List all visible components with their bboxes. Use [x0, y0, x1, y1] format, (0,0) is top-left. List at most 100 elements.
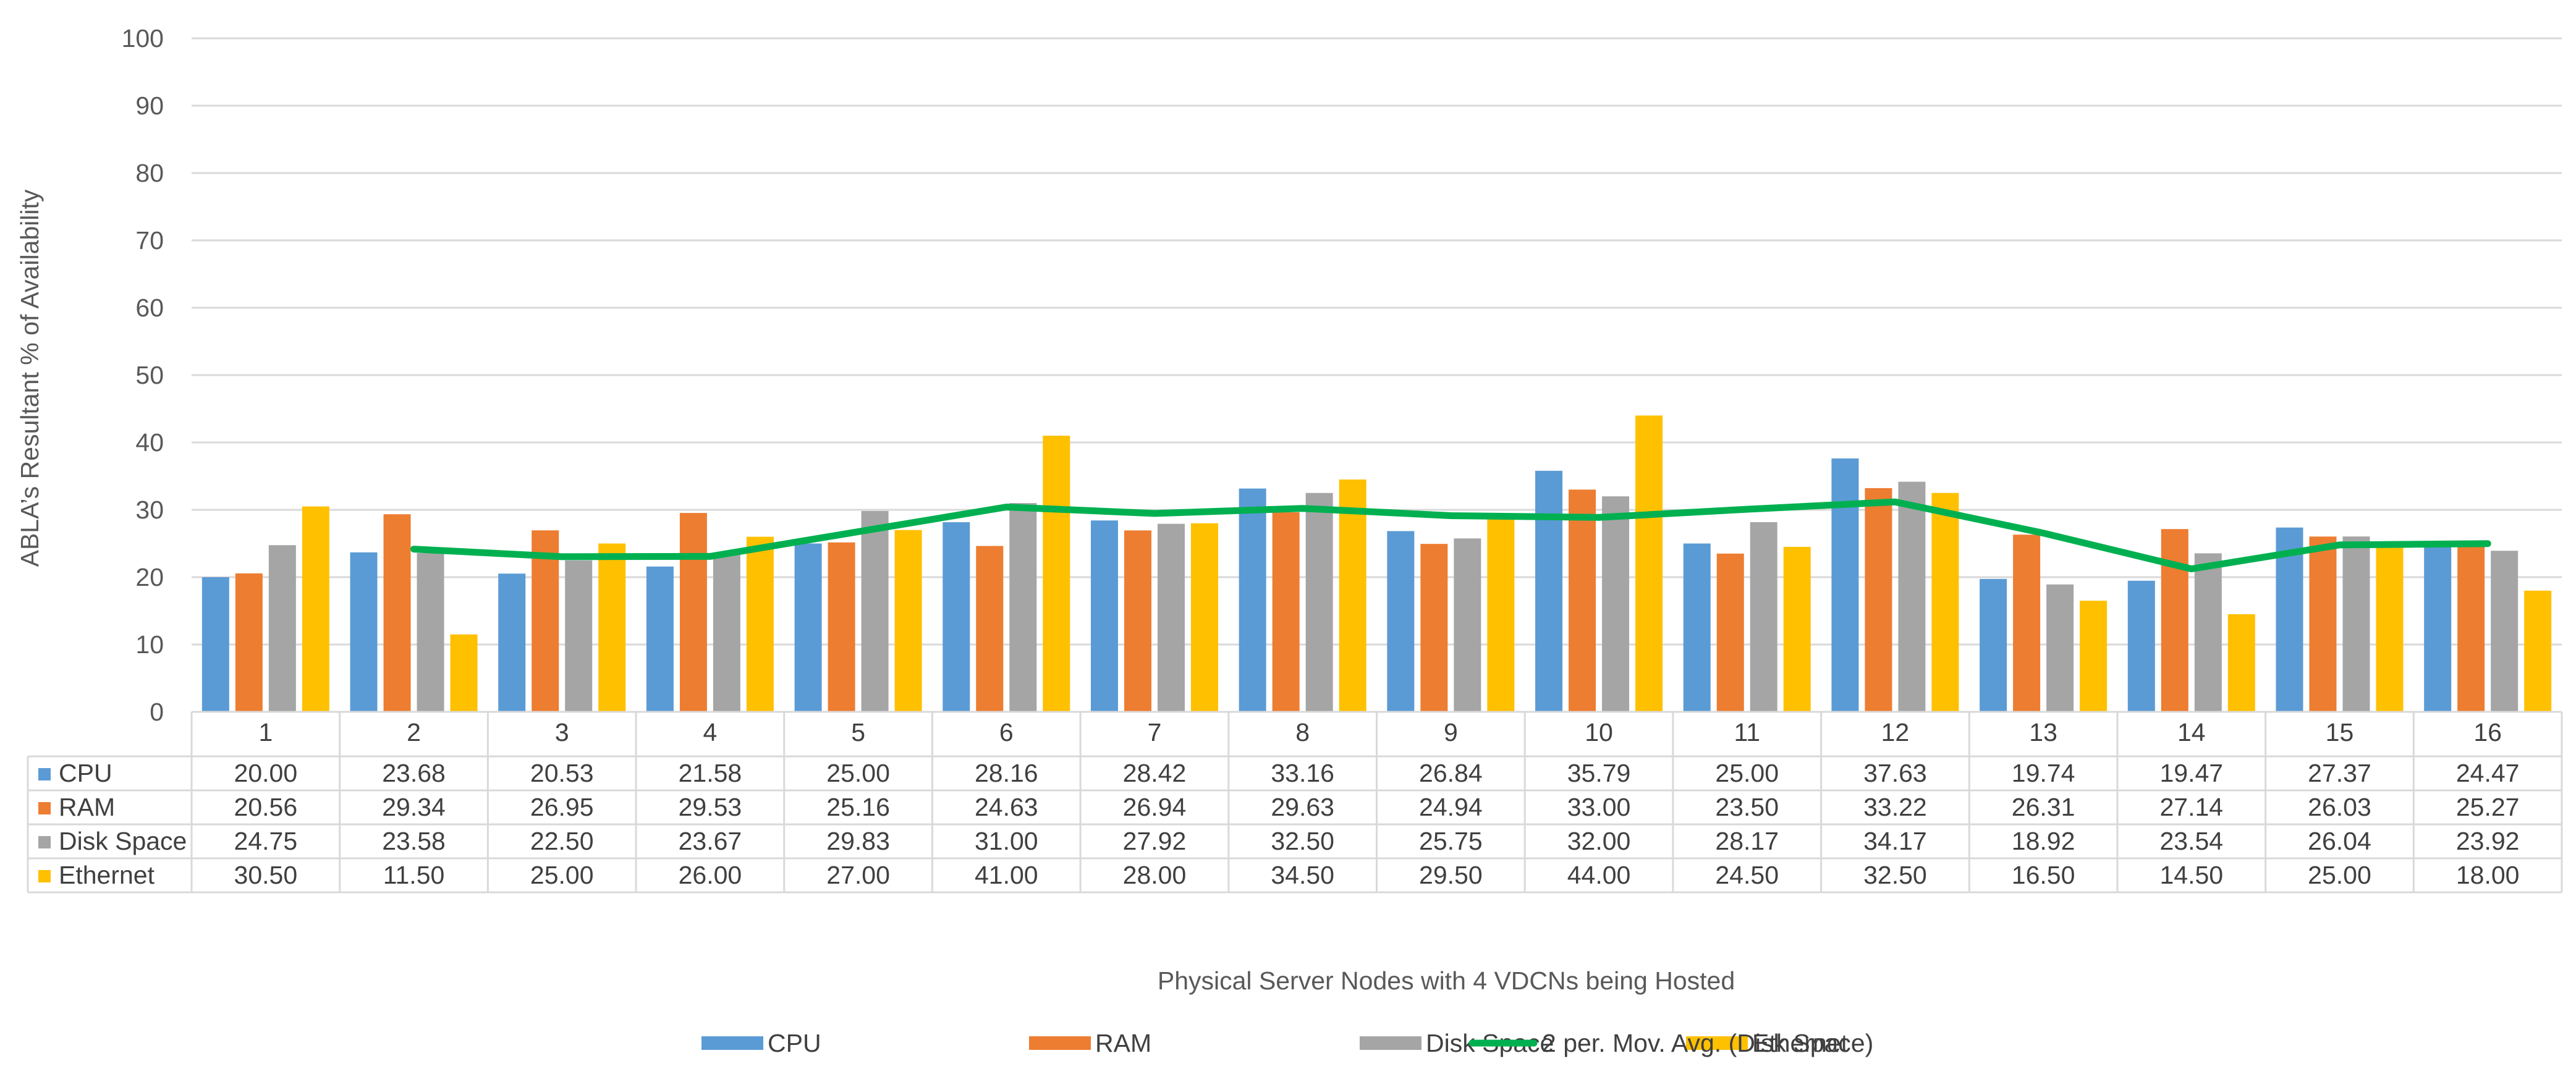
table-cell-value: 24.94: [1419, 793, 1483, 821]
table-cell-value: 33.00: [1567, 793, 1631, 821]
x-category-label: 15: [2326, 718, 2354, 746]
x-category-label: 9: [1444, 718, 1458, 746]
table-cell-value: 23.67: [679, 827, 742, 855]
table-cell-value: 18.00: [2456, 861, 2520, 889]
table-cell-value: 29.34: [382, 793, 446, 821]
y-tick-label: 60: [135, 294, 164, 322]
table-cell-value: 28.42: [1123, 759, 1187, 787]
x-category-label: 7: [1148, 718, 1162, 746]
table-cell-value: 20.00: [234, 759, 298, 787]
bar-ethernet: [450, 634, 478, 712]
table-cell-value: 25.16: [826, 793, 890, 821]
table-legend-key: [38, 768, 51, 780]
table-cell-value: 24.63: [975, 793, 1038, 821]
table-cell-value: 26.00: [679, 861, 742, 889]
y-tick-label: 90: [135, 91, 164, 120]
bar-cpu: [2276, 527, 2303, 712]
table-cell-value: 26.84: [1419, 759, 1483, 787]
bar-ethernet: [746, 536, 774, 712]
series-ethernet: [302, 415, 2552, 712]
bar-ethernet: [1043, 436, 1070, 712]
bar-cpu: [943, 522, 970, 712]
bar-disk-space: [713, 552, 740, 712]
table-cell-value: 26.94: [1123, 793, 1187, 821]
table-row-label: RAM: [59, 793, 115, 821]
bar-disk-space: [2342, 536, 2370, 712]
bars: [201, 415, 2552, 712]
table-cell-value: 20.53: [530, 759, 594, 787]
bar-ethernet: [1487, 513, 1515, 712]
x-category-label: 8: [1295, 718, 1310, 746]
bar-ethernet: [894, 530, 922, 712]
table-cell-value: 23.54: [2159, 827, 2223, 855]
x-category-label: 16: [2473, 718, 2502, 746]
y-tick-label: 10: [135, 630, 164, 659]
table-cell-value: 23.68: [382, 759, 446, 787]
y-tick-label: 80: [135, 159, 164, 187]
table-cell-value: 24.50: [1715, 861, 1779, 889]
table-legend-key: [38, 836, 51, 848]
series-cpu: [201, 458, 2452, 712]
table-cell-value: 32.00: [1567, 827, 1631, 855]
bar-ram: [1420, 544, 1448, 712]
bar-cpu: [1535, 470, 1563, 712]
series-ram: [235, 488, 2485, 712]
table-cell-value: 25.75: [1419, 827, 1483, 855]
legend-label: CPU: [768, 1029, 821, 1057]
bar-ethernet: [1635, 415, 1663, 712]
table-cell-value: 16.50: [2012, 861, 2075, 889]
bar-ram: [1865, 488, 1892, 712]
table-cell-value: 19.74: [2012, 759, 2075, 787]
table-cell-value: 23.92: [2456, 827, 2520, 855]
legend-swatch: [1360, 1036, 1421, 1050]
table-cell-value: 28.00: [1123, 861, 1187, 889]
bar-ram: [1716, 553, 1744, 712]
legend-swatch: [1029, 1036, 1091, 1050]
table-cell-value: 33.22: [1863, 793, 1927, 821]
bar-ethernet: [1190, 523, 1218, 712]
table-cell-value: 31.00: [975, 827, 1038, 855]
bar-cpu: [201, 577, 229, 712]
legend-swatch: [701, 1036, 763, 1050]
bar-cpu: [1090, 520, 1118, 712]
bar-cpu: [498, 573, 526, 712]
moving-average-line: [410, 498, 2491, 573]
x-category-label: 10: [1585, 718, 1613, 746]
bar-cpu: [1239, 488, 1266, 712]
bar-disk-space: [1157, 523, 1185, 712]
table-cell-value: 25.00: [530, 861, 594, 889]
x-category-label: 3: [555, 718, 569, 746]
bar-ethernet: [2376, 543, 2404, 712]
table-cell-value: 23.50: [1715, 793, 1779, 821]
table-cell-value: 32.50: [1863, 861, 1927, 889]
table-cell-value: 44.00: [1567, 861, 1631, 889]
table-cell-value: 25.00: [2308, 861, 2371, 889]
table-cell-value: 27.00: [826, 861, 890, 889]
bar-ram: [1124, 530, 1151, 712]
table-cell-value: 41.00: [975, 861, 1038, 889]
bar-disk-space: [565, 560, 593, 712]
y-tick-label: 50: [135, 361, 164, 389]
bar-disk-space: [1602, 496, 1630, 712]
y-tick-label: 100: [122, 24, 164, 53]
table-cell-value: 23.58: [382, 827, 446, 855]
bar-ethernet: [598, 543, 626, 712]
bar-ram: [383, 514, 411, 712]
table-cell-value: 29.83: [826, 827, 890, 855]
bar-cpu: [646, 566, 674, 712]
legend-swatch: [1686, 1036, 1748, 1050]
bar-ram: [2457, 541, 2485, 712]
table-cell-value: 34.17: [1863, 827, 1927, 855]
table-cell-value: 28.17: [1715, 827, 1779, 855]
bar-disk-space: [1009, 503, 1037, 712]
table-cell-value: 25.27: [2456, 793, 2520, 821]
bar-cpu: [2127, 580, 2155, 712]
table-cell-value: 22.50: [530, 827, 594, 855]
bar-ethernet: [2524, 590, 2552, 712]
table-cell-value: 24.47: [2456, 759, 2520, 787]
bar-ethernet: [2227, 614, 2255, 712]
table-cell-value: 33.16: [1271, 759, 1334, 787]
